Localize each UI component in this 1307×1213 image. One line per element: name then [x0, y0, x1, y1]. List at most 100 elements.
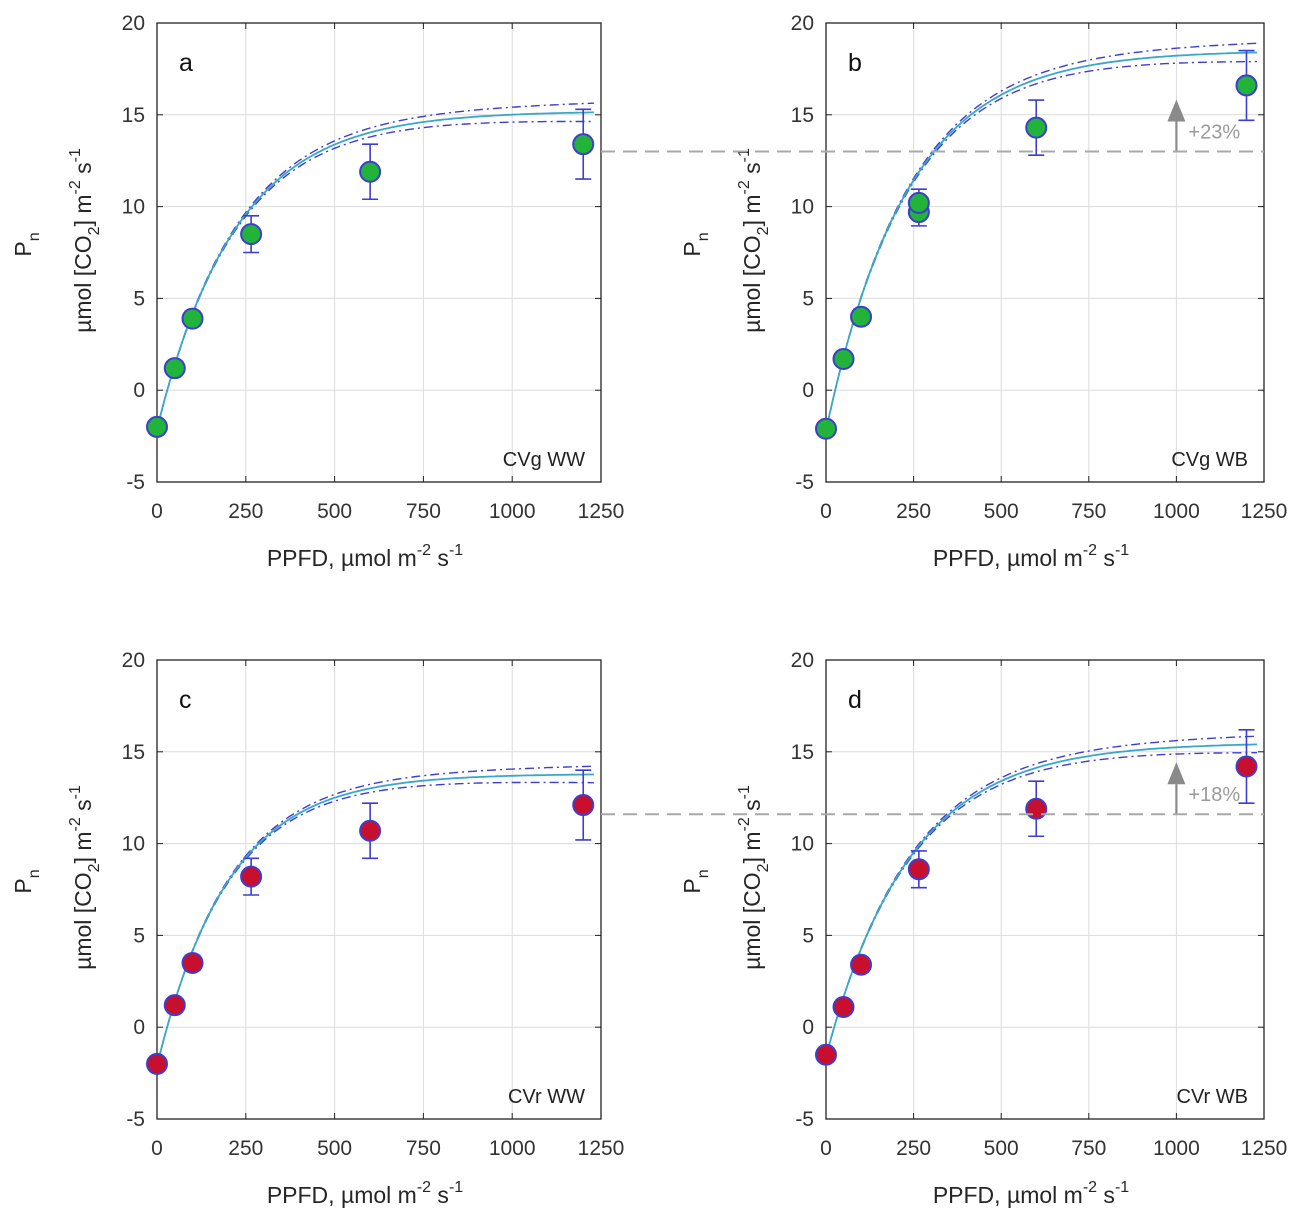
y-axis-label-symbol: Pn	[10, 869, 43, 893]
y-axis-label-p: P	[10, 241, 36, 256]
data-point	[1025, 797, 1048, 820]
x-tick-label: 0	[820, 500, 832, 523]
x-axis-label-exponent: -2	[1083, 1179, 1097, 1196]
x-tick-label: 250	[228, 500, 263, 523]
axes-frame	[825, 22, 1265, 483]
panel-label: CVg WW	[503, 449, 585, 471]
x-axis-label-exponent: -2	[417, 1179, 431, 1196]
fit-line	[157, 111, 594, 430]
x-axis-label-exponent-2: -1	[449, 1179, 463, 1196]
fit-curves	[826, 735, 1258, 1057]
y-axis-label-symbol: Pn	[10, 232, 43, 256]
data-point	[815, 417, 837, 440]
y-tick-label: 5	[133, 924, 145, 947]
y-tick-label: 0	[802, 1016, 814, 1039]
x-tick-label: 750	[1071, 500, 1106, 523]
y-axis-label-text-2: ] m	[739, 194, 765, 226]
x-tick-label: 500	[317, 500, 352, 523]
data-point	[850, 953, 873, 976]
data-point	[146, 1052, 168, 1075]
y-tick-label: 5	[802, 287, 814, 310]
y-axis-label-units: µmol [CO2] m-2 s-1	[67, 785, 103, 970]
y-tick-label: 10	[122, 196, 145, 219]
x-tick-label: 250	[896, 500, 931, 523]
x-tick-label: 250	[228, 1137, 263, 1160]
data-point	[359, 819, 382, 842]
x-tick-label: 1000	[489, 500, 536, 523]
data-point	[832, 996, 855, 1019]
axes-frame	[156, 659, 602, 1120]
x-tick-label: 1000	[1153, 1137, 1200, 1160]
y-axis-label-exponent: -2	[736, 180, 753, 194]
y-axis-label-text: µmol [CO	[70, 235, 96, 333]
y-tick-label: 10	[791, 833, 814, 856]
y-tick-label: 20	[122, 649, 145, 672]
data-point	[1235, 755, 1258, 778]
data-point	[572, 794, 595, 817]
y-axis-label-text: µmol [CO	[70, 872, 96, 970]
data-point	[1025, 116, 1048, 139]
fit-curves	[157, 765, 594, 1067]
x-axis-label-text: PPFD, µmol m	[267, 545, 417, 571]
y-axis-label-text-3: s	[739, 162, 765, 180]
y-tick-label: 20	[791, 649, 814, 672]
data-point	[359, 160, 382, 183]
x-tick-label: 1250	[1241, 500, 1288, 523]
y-axis-label-p: P	[679, 241, 705, 256]
y-tick-label: 10	[122, 833, 145, 856]
y-axis-label-exponent-2: -1	[736, 785, 753, 799]
x-tick-label: 750	[1071, 1137, 1106, 1160]
data-point	[240, 223, 263, 246]
data-point	[832, 347, 855, 370]
y-tick-label: 5	[802, 924, 814, 947]
y-axis-label-subscript: 2	[86, 226, 103, 235]
y-axis-label-exponent: -2	[736, 817, 753, 831]
x-axis-label: PPFD, µmol m-2 s-1	[267, 542, 463, 571]
data-point	[850, 305, 873, 328]
y-tick-label: 20	[122, 12, 145, 35]
y-tick-label: -5	[795, 471, 814, 494]
panel-c: 0 250 500 750 1000 1250 -5 0 5 10 15 20 PPFD, µmol m…	[10, 649, 624, 1208]
y-axis-label-symbol: Pn	[679, 869, 712, 893]
annotation-arrow-head	[1167, 762, 1186, 785]
y-axis-label-text-2: ] m	[70, 194, 96, 226]
panel-letter: b	[848, 49, 862, 77]
x-tick-label: 750	[406, 1137, 441, 1160]
x-tick-label: 750	[406, 500, 441, 523]
x-tick-label: 1250	[578, 1137, 625, 1160]
y-tick-label: 0	[802, 379, 814, 402]
fit-line	[157, 773, 594, 1067]
data-point	[240, 865, 263, 888]
y-axis-label-text-3: s	[70, 799, 96, 817]
x-tick-label: 1250	[1241, 1137, 1288, 1160]
panel-a: 0 250 500 750 1000 1250 -5 0 5 10 15 20 PPFD, µmol m…	[10, 12, 624, 571]
y-axis-label-subscript: 2	[755, 226, 772, 235]
y-axis-label-p-subscript: n	[26, 869, 43, 878]
y-axis-label-units: µmol [CO2] m-2 s-1	[736, 785, 772, 970]
plot-area	[157, 23, 601, 482]
y-tick-label: 15	[122, 741, 145, 764]
x-axis-label: PPFD, µmol m-2 s-1	[933, 1179, 1129, 1208]
x-tick-label: 0	[151, 1137, 163, 1160]
x-tick-label: 1250	[578, 500, 625, 523]
plot-area	[826, 660, 1264, 1119]
x-axis-label: PPFD, µmol m-2 s-1	[933, 542, 1129, 571]
x-axis-label-exponent: -2	[1083, 542, 1097, 559]
x-tick-label: 0	[820, 1137, 832, 1160]
x-axis-label-text-2: s	[1097, 545, 1115, 571]
y-tick-label: 15	[791, 741, 814, 764]
data-point	[1235, 74, 1258, 97]
data-point	[181, 307, 204, 330]
y-tick-label: 0	[133, 1016, 145, 1039]
y-axis-label-symbol: Pn	[679, 232, 712, 256]
confidence-band-upper	[157, 102, 594, 429]
y-axis-label-p-subscript: n	[695, 232, 712, 241]
annotation-label: +18%	[1188, 784, 1240, 806]
axes-frame	[825, 659, 1265, 1120]
panel-letter: c	[179, 686, 192, 714]
fit-line	[826, 743, 1258, 1057]
y-tick-label: 0	[133, 379, 145, 402]
y-tick-label: -5	[795, 1108, 814, 1131]
y-tick-label: 20	[791, 12, 814, 35]
